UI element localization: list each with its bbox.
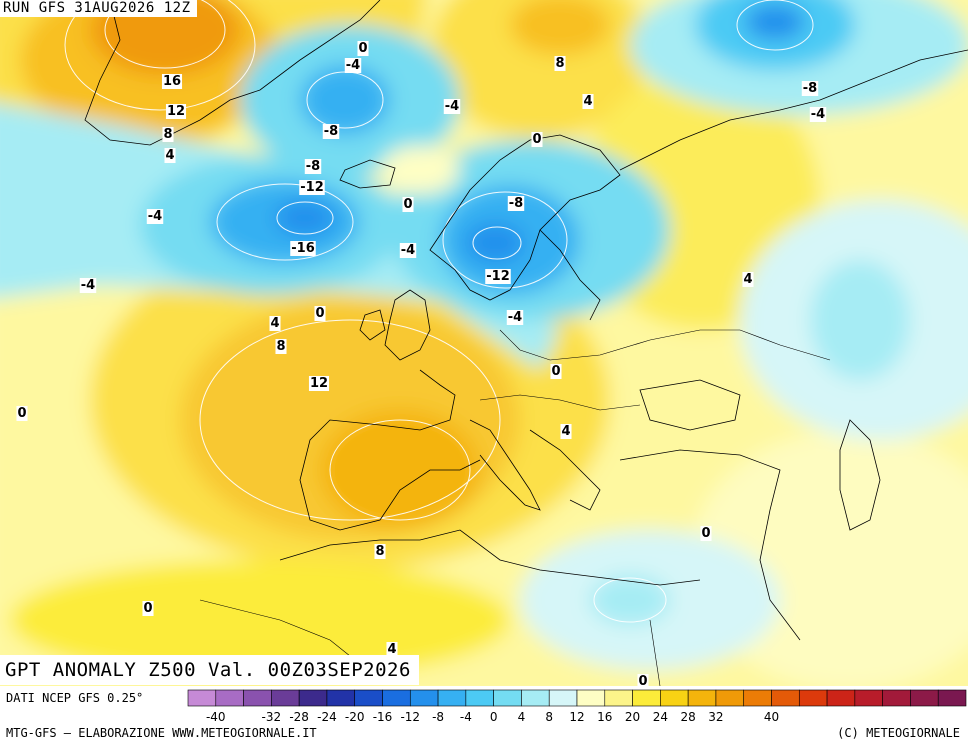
colorbar-swatch	[633, 690, 661, 706]
colorbar-tick-label: -16	[373, 710, 393, 724]
anomaly-field	[0, 0, 968, 686]
contour-value-label: 0	[17, 406, 26, 421]
colorbar-tick-label: 32	[708, 710, 723, 724]
colorbar-tick-label: -32	[262, 710, 282, 724]
contour-value-label: 0	[532, 132, 541, 147]
colorbar-swatch	[271, 690, 299, 706]
colorbar-tick-label: -20	[345, 710, 365, 724]
colorbar-swatch	[410, 690, 438, 706]
contour-value-label: 16	[163, 74, 181, 89]
colorbar-swatch	[521, 690, 549, 706]
contour-value-label: 8	[375, 544, 384, 559]
colorbar-swatch	[244, 690, 272, 706]
colorbar-swatch	[327, 690, 355, 706]
contour-value-label: 4	[583, 94, 592, 109]
colorbar-swatch	[660, 690, 688, 706]
copyright: (C) METEOGIORNALE	[837, 726, 960, 740]
colorbar-swatch	[883, 690, 911, 706]
contour-value-label: -4	[346, 58, 360, 73]
contour-value-label: 4	[270, 316, 279, 331]
colorbar-tick-label: 28	[681, 710, 696, 724]
colorbar-tick-label: -12	[400, 710, 420, 724]
colorbar-swatch	[466, 690, 494, 706]
contour-value-label: -4	[811, 107, 825, 122]
contour-value-label: 8	[163, 127, 172, 142]
contour-value-label: 0	[638, 674, 647, 686]
contour-value-label: -12	[300, 180, 324, 195]
contour-value-label: 0	[143, 601, 152, 616]
contour-value-label: -4	[148, 209, 162, 224]
contour-value-label: 0	[701, 526, 710, 541]
colorbar-tick-label: 16	[597, 710, 612, 724]
contour-value-label: 12	[167, 104, 185, 119]
contour-value-label: 8	[555, 56, 564, 71]
colorbar-swatch	[716, 690, 744, 706]
footer: DATI NCEP GFS 0.25° -40 -32 -28 -24 -20 -16 -1…	[0, 686, 968, 745]
contour-value-label: -8	[324, 124, 338, 139]
colorbar-swatch	[855, 690, 883, 706]
contour-value-label: -4	[508, 310, 522, 325]
colorbar-swatch	[688, 690, 716, 706]
contour-value-label: 0	[551, 364, 560, 379]
run-label: RUN GFS 31AUG2026 12Z	[0, 0, 197, 17]
colorbar-tick-label: -8	[432, 710, 444, 724]
contour-value-label: 4	[165, 148, 174, 163]
colorbar-swatch	[549, 690, 577, 706]
colorbar: -40 -32 -28 -24 -20 -16 -12 -8 -4 0 4 8 12 16 20 24 28 32…	[186, 689, 968, 725]
contour-value-label: 8	[276, 339, 285, 354]
contour-value-label: 12	[310, 376, 328, 391]
colorbar-swatch	[605, 690, 633, 706]
colorbar-tick-label: 12	[569, 710, 584, 724]
colorbar-swatch	[827, 690, 855, 706]
contour-value-label: -4	[445, 99, 459, 114]
colorbar-swatch	[772, 690, 800, 706]
colorbar-swatch	[799, 690, 827, 706]
colorbar-swatch	[216, 690, 244, 706]
colorbar-swatch	[494, 690, 522, 706]
colorbar-tick-label: -40	[206, 710, 226, 724]
anomaly-map: 16 12 8 4 0 -4 -8 -4 8 4 0 -8 -4 -8 -12 -4 -16 -4 0 -8 -12 -4…	[0, 0, 968, 686]
colorbar-swatch	[355, 690, 383, 706]
colorbar-swatch	[577, 690, 605, 706]
colorbar-swatch	[383, 690, 411, 706]
colorbar-tick-label: 20	[625, 710, 640, 724]
contour-value-label: 0	[358, 41, 367, 56]
colorbar-swatch	[938, 690, 966, 706]
colorbar-tick-label: 4	[518, 710, 526, 724]
colorbar-tick-label: 0	[490, 710, 498, 724]
contour-value-label: -16	[291, 241, 315, 256]
contour-value-label: -4	[81, 278, 95, 293]
colorbar-tick-label: -4	[460, 710, 472, 724]
credit-line: MTG-GFS — ELABORAZIONE WWW.METEOGIORNALE…	[6, 726, 317, 740]
colorbar-swatch	[438, 690, 466, 706]
data-source: DATI NCEP GFS 0.25°	[6, 691, 143, 705]
colorbar-tick-label: 40	[764, 710, 779, 724]
map-title: GPT ANOMALY Z500 Val. 00Z03SEP2026	[0, 655, 419, 685]
colorbar-tick-label: 24	[653, 710, 668, 724]
contour-value-label: 0	[315, 306, 324, 321]
contour-value-label: 4	[561, 424, 570, 439]
contour-value-label: 4	[743, 272, 752, 287]
contour-value-label: -12	[486, 269, 510, 284]
colorbar-tick-label: -24	[317, 710, 337, 724]
colorbar-swatch	[188, 690, 216, 706]
colorbar-swatch	[910, 690, 938, 706]
colorbar-swatch	[744, 690, 772, 706]
contour-value-label: -8	[509, 196, 523, 211]
colorbar-tick-label: -28	[289, 710, 309, 724]
contour-value-label: -8	[306, 159, 320, 174]
colorbar-tick-label: 8	[545, 710, 553, 724]
colorbar-swatch	[299, 690, 327, 706]
contour-value-label: 0	[403, 197, 412, 212]
contour-value-label: -4	[401, 243, 415, 258]
contour-value-label: -8	[803, 81, 817, 96]
